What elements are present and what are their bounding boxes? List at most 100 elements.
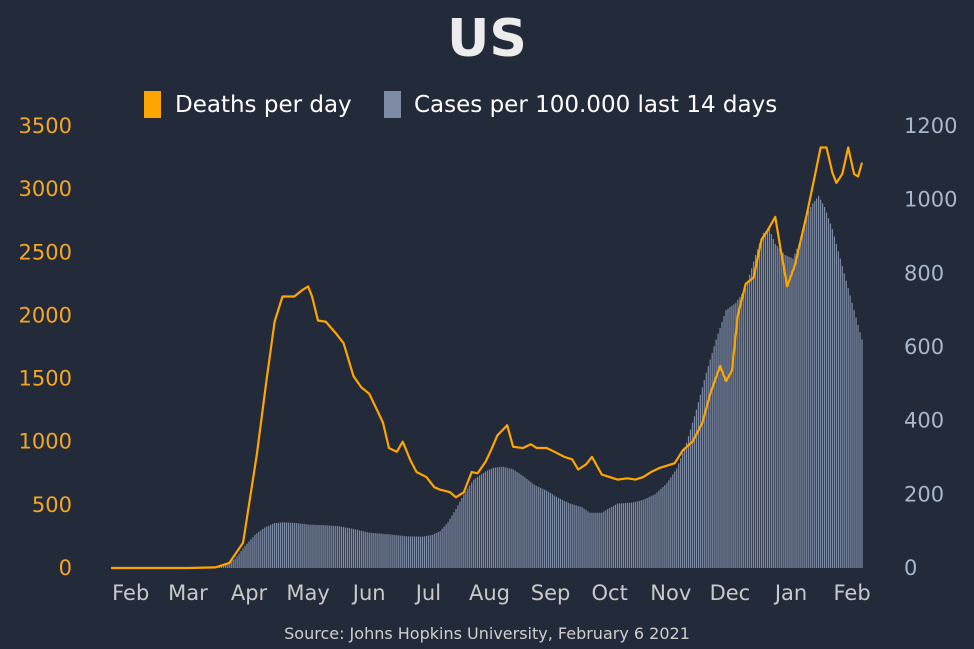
case-bar xyxy=(457,505,459,568)
case-bar xyxy=(453,512,455,568)
case-bar xyxy=(762,232,765,568)
case-bar xyxy=(449,518,451,568)
chart-title: US xyxy=(447,9,527,69)
case-bar xyxy=(516,471,518,568)
case-bar xyxy=(319,525,321,568)
case-bar xyxy=(441,528,443,568)
case-bar xyxy=(496,467,498,568)
case-bar xyxy=(341,526,343,568)
case-bar xyxy=(628,502,631,568)
case-bar xyxy=(281,522,284,568)
case-bar xyxy=(790,257,792,568)
case-bar xyxy=(376,533,378,568)
case-bar xyxy=(727,308,729,568)
case-bar xyxy=(749,274,751,568)
case-bar xyxy=(559,498,562,568)
case-bar xyxy=(260,530,262,568)
case-bar xyxy=(624,502,627,568)
right-tick-label: 1000 xyxy=(904,188,957,212)
case-bar xyxy=(772,238,774,568)
left-tick-label: 3500 xyxy=(19,114,72,138)
case-bar xyxy=(490,468,493,568)
case-bar xyxy=(528,480,530,568)
case-bar xyxy=(234,558,236,568)
case-bar xyxy=(843,273,845,568)
case-bar xyxy=(725,310,727,568)
case-bar xyxy=(313,524,315,568)
case-bar xyxy=(254,534,256,568)
case-bar xyxy=(751,268,753,568)
x-tick-label: Aug xyxy=(469,581,510,605)
case-bar xyxy=(469,485,471,568)
case-bar xyxy=(804,221,806,568)
case-bar xyxy=(289,522,291,568)
case-bar xyxy=(630,502,632,568)
case-bar xyxy=(232,560,234,568)
left-axis: 0 500 1000 1500 2000 2500 3000 3500 xyxy=(19,114,72,580)
case-bar xyxy=(372,532,374,568)
case-bar xyxy=(837,251,839,569)
legend: Deaths per day Cases per 100.000 last 14… xyxy=(144,91,777,118)
case-bar xyxy=(800,236,802,568)
case-bar xyxy=(731,305,733,568)
case-bar xyxy=(654,494,656,568)
case-bar xyxy=(642,499,644,568)
case-bar xyxy=(311,524,313,568)
case-bar xyxy=(522,475,524,568)
case-bar xyxy=(473,479,475,568)
case-bar xyxy=(226,563,228,568)
case-bar xyxy=(711,352,713,568)
case-bar xyxy=(315,524,317,568)
right-tick-label: 800 xyxy=(904,261,944,285)
case-bar xyxy=(764,231,767,568)
case-bar xyxy=(820,199,822,569)
x-tick-label: May xyxy=(286,581,329,605)
case-bar xyxy=(756,249,759,568)
case-bar xyxy=(719,327,721,568)
case-bar xyxy=(591,512,593,568)
case-bar xyxy=(240,551,242,568)
case-bar xyxy=(693,416,696,568)
case-bar xyxy=(305,524,307,568)
case-bar xyxy=(471,482,473,568)
case-bar xyxy=(784,254,786,569)
case-bar xyxy=(831,229,834,568)
case-bar xyxy=(439,531,441,568)
case-bar xyxy=(400,535,402,568)
case-bar xyxy=(429,535,431,568)
case-bar xyxy=(668,480,670,568)
case-bar xyxy=(398,535,400,568)
case-bar xyxy=(331,525,333,568)
case-bar xyxy=(283,522,286,568)
case-bar xyxy=(224,565,226,568)
case-bar xyxy=(851,302,853,568)
deaths-line xyxy=(111,146,864,570)
case-bar xyxy=(295,523,297,568)
case-bar xyxy=(723,316,725,568)
case-bar xyxy=(563,500,565,568)
case-bar xyxy=(275,522,278,568)
x-tick-label: Apr xyxy=(231,581,268,605)
case-bar xyxy=(652,495,654,568)
case-bar xyxy=(683,447,686,568)
case-bar xyxy=(339,526,341,568)
case-bar xyxy=(402,535,404,568)
case-bar xyxy=(327,525,329,568)
case-bar xyxy=(524,477,526,568)
case-bar xyxy=(555,496,558,568)
case-bar xyxy=(291,522,293,568)
case-bar xyxy=(715,339,717,568)
case-bar xyxy=(788,256,790,568)
case-bar xyxy=(589,512,591,568)
right-axis: 0 200 400 600 800 1000 1200 xyxy=(904,114,957,580)
case-bar xyxy=(845,280,847,568)
case-bar xyxy=(618,503,621,568)
case-bar xyxy=(514,470,516,568)
case-bar xyxy=(798,243,800,568)
left-tick-label: 2000 xyxy=(19,303,72,327)
case-bar xyxy=(847,288,849,568)
case-bar xyxy=(445,524,447,568)
case-bar xyxy=(729,307,731,568)
case-bar xyxy=(551,494,554,568)
case-bar xyxy=(695,409,698,568)
